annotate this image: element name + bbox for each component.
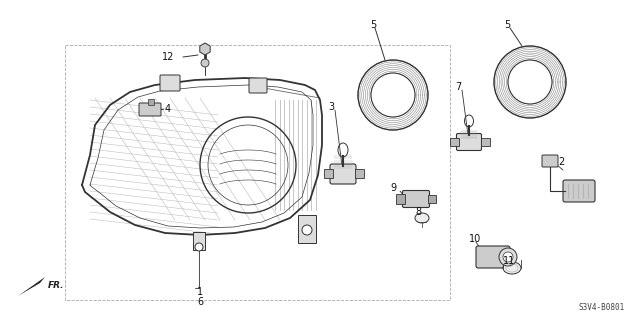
- Text: 9: 9: [390, 183, 396, 193]
- Text: 1: 1: [197, 287, 203, 297]
- Circle shape: [508, 60, 552, 104]
- Circle shape: [371, 73, 415, 117]
- Bar: [65, 45, 450, 300]
- Text: 4: 4: [165, 104, 171, 114]
- Bar: [298, 215, 316, 243]
- Ellipse shape: [415, 213, 429, 223]
- Text: FR.: FR.: [48, 281, 65, 290]
- Circle shape: [302, 225, 312, 235]
- Circle shape: [201, 59, 209, 67]
- Text: 7: 7: [455, 82, 461, 92]
- FancyBboxPatch shape: [403, 190, 429, 207]
- Bar: [450, 138, 459, 146]
- Text: 5: 5: [370, 20, 376, 30]
- FancyBboxPatch shape: [330, 164, 356, 184]
- Text: 6: 6: [197, 297, 203, 307]
- Circle shape: [499, 248, 517, 266]
- Circle shape: [503, 252, 513, 262]
- FancyBboxPatch shape: [160, 75, 180, 91]
- Polygon shape: [18, 277, 45, 296]
- Text: S3V4-B0801: S3V4-B0801: [579, 303, 625, 312]
- Bar: [355, 169, 364, 178]
- FancyBboxPatch shape: [476, 246, 510, 268]
- Text: 8: 8: [415, 207, 421, 217]
- Text: 2: 2: [558, 157, 564, 167]
- Text: 10: 10: [469, 234, 481, 244]
- Ellipse shape: [503, 262, 521, 274]
- Circle shape: [195, 243, 203, 251]
- FancyBboxPatch shape: [139, 103, 161, 116]
- Text: 5: 5: [504, 20, 510, 30]
- FancyBboxPatch shape: [249, 78, 267, 93]
- Text: 11: 11: [503, 256, 515, 266]
- Text: 12: 12: [162, 52, 174, 62]
- FancyBboxPatch shape: [542, 155, 558, 167]
- Text: 3: 3: [328, 102, 334, 112]
- FancyBboxPatch shape: [563, 180, 595, 202]
- Bar: [148, 99, 154, 105]
- Bar: [324, 169, 333, 178]
- Bar: [428, 195, 436, 203]
- Bar: [481, 138, 490, 146]
- Bar: [396, 194, 405, 204]
- Bar: [193, 232, 205, 250]
- FancyBboxPatch shape: [456, 133, 481, 150]
